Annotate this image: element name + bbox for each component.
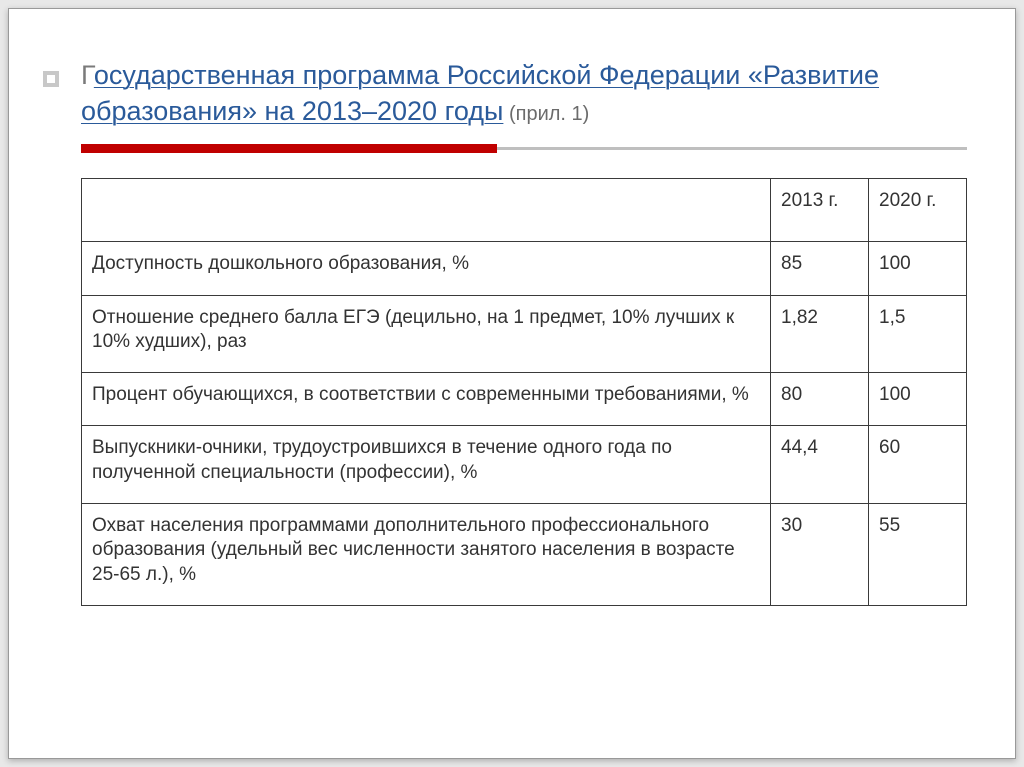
cell-2020: 100 xyxy=(869,242,967,295)
cell-2020: 60 xyxy=(869,426,967,504)
cell-desc: Процент обучающихся, в соответствии с со… xyxy=(82,373,771,426)
cell-desc: Выпускники-очники, трудоустроившихся в т… xyxy=(82,426,771,504)
underline-red xyxy=(81,144,497,153)
title-link[interactable]: осударственная программа Российской Феде… xyxy=(81,60,879,126)
header-cell-2013: 2013 г. xyxy=(771,178,869,241)
cell-2013: 30 xyxy=(771,504,869,606)
table-row: Процент обучающихся, в соответствии с со… xyxy=(82,373,967,426)
title-first-letter: Г xyxy=(81,60,94,90)
table-row: Доступность дошкольного образования, % 8… xyxy=(82,242,967,295)
cell-desc: Охват населения программами дополнительн… xyxy=(82,504,771,606)
table-header-row: 2013 г. 2020 г. xyxy=(82,178,967,241)
cell-2020: 100 xyxy=(869,373,967,426)
table-row: Выпускники-очники, трудоустроившихся в т… xyxy=(82,426,967,504)
cell-2013: 44,4 xyxy=(771,426,869,504)
title-suffix: (прил. 1) xyxy=(503,103,589,125)
header-cell-desc xyxy=(82,178,771,241)
slide: Государственная программа Российской Фед… xyxy=(8,8,1016,759)
cell-desc: Отношение среднего балла ЕГЭ (децильно, … xyxy=(82,295,771,373)
cell-2013: 1,82 xyxy=(771,295,869,373)
title-bullet-icon xyxy=(43,71,59,87)
data-table: 2013 г. 2020 г. Доступность дошкольного … xyxy=(81,178,967,606)
header-cell-2020: 2020 г. xyxy=(869,178,967,241)
title-underline xyxy=(81,144,967,154)
cell-2020: 1,5 xyxy=(869,295,967,373)
table-body: 2013 г. 2020 г. Доступность дошкольного … xyxy=(82,178,967,605)
table-row: Охват населения программами дополнительн… xyxy=(82,504,967,606)
table-row: Отношение среднего балла ЕГЭ (децильно, … xyxy=(82,295,967,373)
slide-title: Государственная программа Российской Фед… xyxy=(81,57,967,130)
cell-2020: 55 xyxy=(869,504,967,606)
cell-desc: Доступность дошкольного образования, % xyxy=(82,242,771,295)
cell-2013: 85 xyxy=(771,242,869,295)
cell-2013: 80 xyxy=(771,373,869,426)
